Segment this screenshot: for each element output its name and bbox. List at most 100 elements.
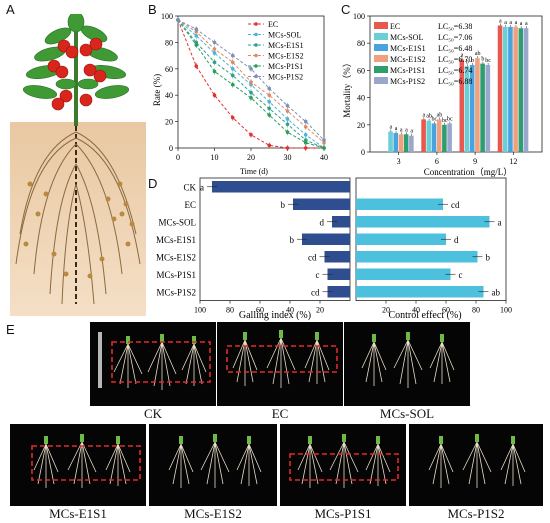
chart-c-sig-letter: a xyxy=(390,125,393,131)
chart-c-sig-letter: a xyxy=(520,21,523,27)
chart-b-point xyxy=(249,67,253,71)
roots-ec-image xyxy=(226,330,338,388)
chart-b-point xyxy=(267,106,272,111)
roots-mcs-sol-image xyxy=(361,332,455,388)
chart-d-galling-bar xyxy=(332,216,350,228)
chart-b-point xyxy=(285,130,290,134)
chart-b-legend-label: EC xyxy=(268,20,278,29)
chart-c-sig-letter: ab xyxy=(426,114,432,120)
chart-c-bar xyxy=(403,134,409,152)
chart-b-legend-label: MCs-P1S1 xyxy=(268,62,303,71)
chart-b-point xyxy=(194,27,199,32)
chart-b-point xyxy=(303,133,308,137)
chart-b-legend-marker xyxy=(254,74,258,79)
chart-c-legend-swatch xyxy=(374,66,388,73)
chart-d-category-label: MCs-E1S1 xyxy=(156,235,196,245)
caption-mcs-e1s2: MCs-E1S2 xyxy=(184,506,242,521)
chart-b-point xyxy=(322,138,326,142)
chart-b-legend-label: MCs-E1S1 xyxy=(268,41,304,50)
chart-c-bar xyxy=(459,59,465,152)
chart-c-bar xyxy=(393,132,399,152)
chart-d-control-letter: c xyxy=(459,270,463,280)
chart-c-sig-letter: bc xyxy=(447,116,453,122)
chart-d-right-xtick-label: 40 xyxy=(412,306,420,315)
chart-c-ytick-label: 40 xyxy=(357,94,365,103)
chart-b-legend-marker xyxy=(254,22,258,26)
chart-b-point xyxy=(267,86,272,91)
chart-b-xtick-label: 0 xyxy=(176,153,180,162)
photo-mcs-p1s1 xyxy=(280,424,406,506)
soil-background xyxy=(10,122,146,316)
chart-b-ytick-label: 80 xyxy=(165,38,173,47)
chart-b-point xyxy=(212,51,217,55)
chart-d-left-xlabel: Galling index (%) xyxy=(239,310,311,321)
chart-b-point xyxy=(285,146,290,150)
chart-d-control-bar xyxy=(356,233,446,245)
chart-d-control-bar xyxy=(356,286,484,298)
chart-c-legend-swatch xyxy=(374,33,388,40)
chart-c-bar xyxy=(421,119,426,152)
chart-d-galling-letter: a xyxy=(200,183,204,193)
photo-mcs-p1s2 xyxy=(409,424,543,506)
chart-c-bar xyxy=(426,120,432,152)
chart-b-ytick-label: 100 xyxy=(161,12,173,21)
photo-ck xyxy=(90,322,216,406)
chart-b-point xyxy=(267,113,272,117)
chart-c-bar xyxy=(480,63,485,152)
chart-d-galling-letter: cd xyxy=(311,288,320,298)
chart-c-sig-letter: bc xyxy=(431,116,437,122)
roots-mcs-e1s1-image xyxy=(31,434,141,488)
chart-b-xlabel: Time (d) xyxy=(240,167,268,176)
chart-b-point xyxy=(322,146,326,150)
caption-ec: EC xyxy=(271,406,289,421)
chart-c-ytick-label: 100 xyxy=(353,12,365,21)
chart-d-category-label: MCs-E1S2 xyxy=(156,253,196,263)
chart-d-galling-bar xyxy=(324,251,350,263)
chart-c-xlabel: Concentration（mg/L） xyxy=(424,167,512,177)
chart-c-legend-label: MCs-P1S2 xyxy=(390,77,425,86)
chart-c-bar xyxy=(442,124,447,152)
roots-mcs-e1s2-image xyxy=(168,434,262,488)
chart-d-galling-letter: d xyxy=(320,218,325,228)
chart-b-point xyxy=(303,146,308,150)
chart-c-bar xyxy=(508,26,513,153)
chart-d-galling-bar xyxy=(327,286,350,298)
chart-b-ytick-label: 20 xyxy=(165,118,173,127)
chart-d-galling-bar xyxy=(212,181,350,193)
chart-b-point xyxy=(194,34,199,38)
chart-d-left-xtick-label: 20 xyxy=(316,306,324,315)
chart-c-sig-letter: bc xyxy=(485,58,491,64)
chart-b-point xyxy=(303,125,308,129)
chart-c-bar xyxy=(497,25,503,152)
chart-d-right-xtick-label: 80 xyxy=(472,306,480,315)
chart-c-bar xyxy=(485,64,491,152)
chart-c-bar xyxy=(518,28,524,153)
chart-d-right-xtick-label: 20 xyxy=(382,306,390,315)
chart-b-point xyxy=(267,93,272,97)
chart-c-bar xyxy=(475,58,480,152)
chart-b-point xyxy=(285,122,290,127)
panel-label-e: E xyxy=(6,322,15,337)
chart-b-point xyxy=(267,100,272,104)
chart-b-xtick-label: 40 xyxy=(320,153,328,162)
chart-c-xtick-label: 12 xyxy=(509,157,517,166)
chart-c-legend-swatch xyxy=(374,77,388,84)
chart-d-category-label: CK xyxy=(183,183,196,193)
chart-d-galling-letter: c xyxy=(316,270,320,280)
chart-c-bar xyxy=(436,119,442,152)
chart-c-legend-label: MCs-SOL xyxy=(390,33,423,42)
caption-mcs-sol: MCs-SOL xyxy=(379,406,435,421)
chart-b-point xyxy=(230,60,235,64)
chart-b-ylabel: Rate (%) xyxy=(152,74,162,106)
chart-c-legend-swatch xyxy=(374,55,388,62)
chart-d-control-bar xyxy=(356,251,478,263)
chart-c-sig-letter: a xyxy=(504,20,507,26)
chart-c-ylabel: Mortality（%） xyxy=(342,58,352,118)
lateral-roots xyxy=(15,131,141,305)
chart-b-point xyxy=(212,40,217,45)
chart-b-point xyxy=(212,69,217,74)
chart-c-sig-letter: a xyxy=(525,21,528,27)
chart-c-legend-label: MCs-P1S1 xyxy=(390,66,425,75)
